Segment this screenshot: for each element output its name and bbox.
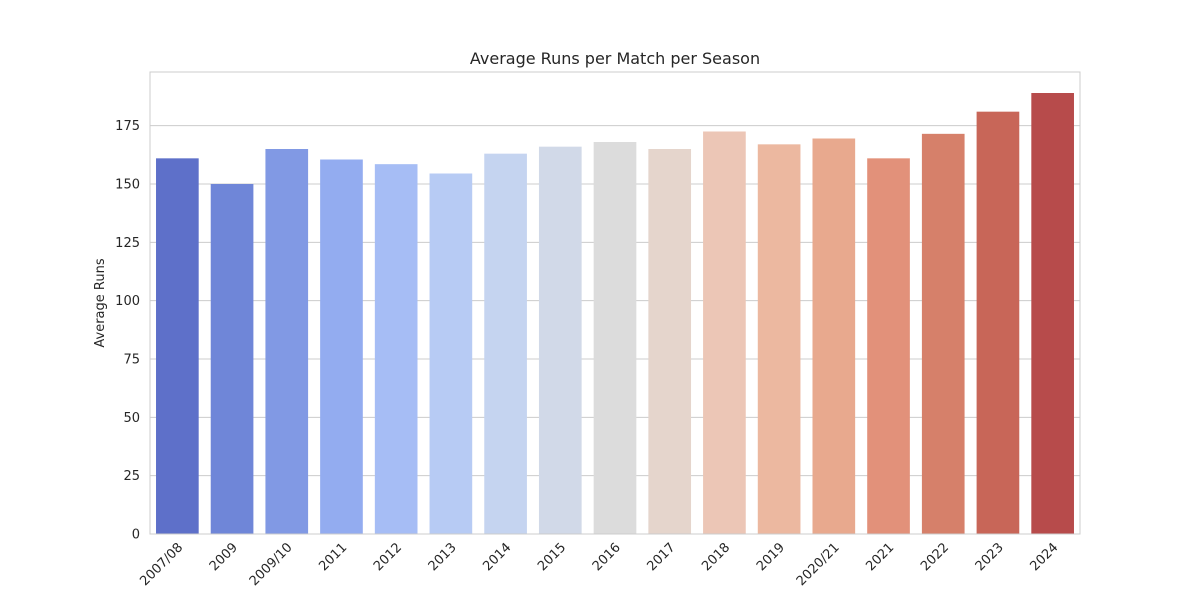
x-tick-label: 2013	[426, 540, 460, 574]
bar-2013	[429, 173, 473, 534]
bar-2009	[210, 184, 254, 534]
y-tick-label: 100	[115, 294, 140, 309]
bar-2007-08	[156, 158, 199, 535]
bar-2020-21	[812, 138, 856, 534]
y-tick-label: 125	[115, 236, 140, 251]
x-tick-label: 2015	[535, 540, 569, 574]
bar-2019	[757, 144, 801, 535]
chart-title: Average Runs per Match per Season	[470, 49, 760, 68]
x-tick-label: 2022	[918, 540, 952, 574]
y-tick-label: 150	[115, 178, 140, 193]
x-tick-label: 2024	[1027, 540, 1061, 574]
bar-2024	[1031, 93, 1074, 534]
x-tick-label: 2014	[480, 540, 514, 574]
y-tick-label: 75	[123, 353, 140, 368]
x-tick-label: 2007/08	[137, 540, 186, 589]
x-tick-label: 2009/10	[247, 540, 296, 589]
x-tick-label: 2012	[371, 540, 405, 574]
x-tick-label: 2017	[645, 540, 679, 574]
y-tick-label: 25	[123, 469, 140, 484]
bar-2011	[320, 159, 363, 534]
x-tick-label: 2023	[973, 540, 1007, 574]
bar-2017	[648, 149, 692, 534]
bar-2022	[921, 133, 965, 535]
y-tick-labels: 0 25 50 75 100 125 150 175	[115, 119, 140, 542]
plot-frame	[149, 71, 1081, 535]
bar-2009-10	[265, 149, 309, 534]
bar-2021	[867, 158, 910, 535]
x-tick-label: 2020/21	[794, 540, 843, 589]
bar-2018	[703, 131, 746, 534]
x-tick-label: 2019	[754, 540, 788, 574]
bar-2012	[374, 164, 418, 534]
y-tick-label: 175	[115, 119, 140, 134]
bar-2014	[484, 153, 527, 534]
bar-2015	[538, 146, 582, 534]
x-tick-label: 2016	[590, 540, 624, 574]
y-tick-label: 0	[132, 528, 140, 543]
x-tick-labels: 2007/08 2009 2009/10 2011 2012 2013 2014 2015 20…	[137, 540, 1061, 589]
x-tick-label: 2009	[207, 540, 241, 574]
x-tick-label: 2018	[699, 540, 733, 574]
x-tick-label: 2021	[863, 540, 897, 574]
y-tick-label: 50	[123, 411, 140, 426]
y-axis-label: Average Runs	[93, 258, 108, 347]
bars	[156, 93, 1074, 535]
bar-2016	[593, 142, 637, 534]
x-tick-label: 2011	[316, 540, 350, 574]
bar-2023	[976, 111, 1020, 535]
